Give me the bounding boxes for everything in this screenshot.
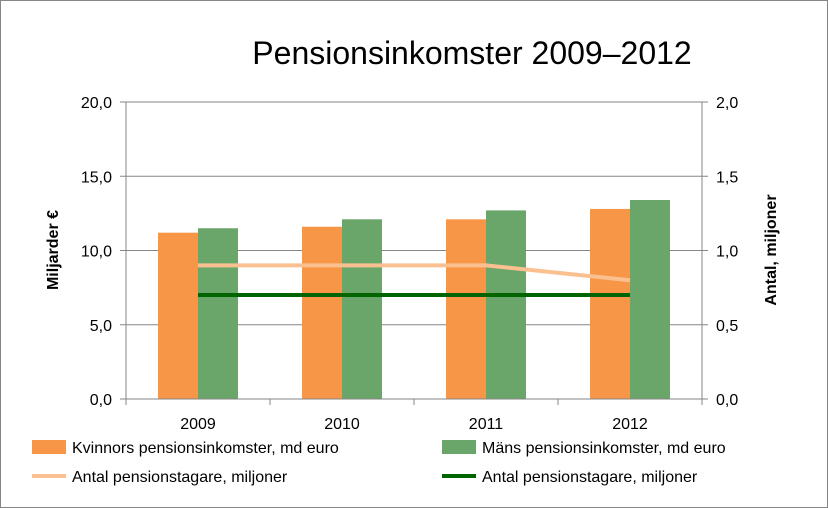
bar (158, 232, 198, 399)
bar (302, 226, 342, 399)
y-tick-label: 5,0 (90, 318, 112, 335)
bars (158, 200, 670, 399)
legend: Kvinnors pensionsinkomster, md euro Mäns … (32, 440, 726, 486)
axes: 0,0 0,0 5,0 0,5 10,0 1,0 15,0 1,5 20,0 2,0 2009 201… (81, 95, 738, 433)
bar (342, 219, 382, 399)
y-tick-label: 20,0 (81, 95, 112, 112)
x-tick-label: 2011 (469, 416, 504, 433)
bar (486, 210, 526, 399)
bar (446, 219, 486, 399)
legend-swatch (442, 440, 476, 454)
x-tick-label: 2012 (612, 416, 648, 433)
bar (630, 200, 670, 399)
y-tick-label: 10,0 (81, 244, 112, 261)
chart-title: Pensionsinkomster 2009–2012 (252, 35, 691, 71)
bar (590, 208, 630, 399)
legend-label: Mäns pensionsinkomster, md euro (482, 440, 726, 457)
y2-tick-label: 1,5 (716, 169, 738, 186)
y2-tick-label: 1,0 (716, 244, 738, 261)
y2-tick-label: 0,5 (716, 318, 738, 335)
legend-label: Antal pensionstagare, miljoner (72, 469, 288, 486)
legend-label: Antal pensionstagare, miljoner (482, 469, 698, 486)
y-axis-label: Miljarder € (45, 210, 62, 290)
y-tick-label: 15,0 (81, 169, 112, 186)
y2-axis-label: Antal, miljoner (763, 194, 780, 305)
bar (198, 228, 238, 399)
y2-tick-label: 0,0 (716, 392, 738, 409)
legend-label: Kvinnors pensionsinkomster, md euro (72, 440, 339, 457)
y-tick-label: 0,0 (90, 392, 112, 409)
x-tick-label: 2010 (324, 416, 360, 433)
series-line (198, 263, 631, 283)
legend-swatch (32, 440, 66, 454)
y2-tick-label: 2,0 (716, 95, 738, 112)
series-lines (198, 263, 631, 298)
x-tick-label: 2009 (180, 416, 216, 433)
